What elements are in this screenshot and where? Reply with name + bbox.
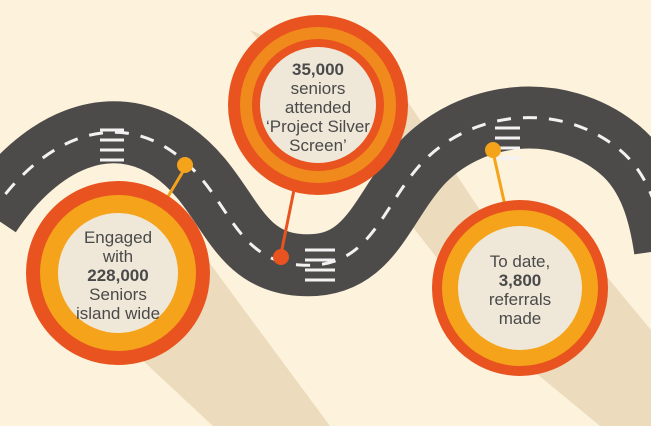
connectors [158, 142, 508, 265]
milestone-left-line-3: 228,000 [87, 266, 149, 285]
marker-top [273, 249, 289, 265]
milestone-right-line-2: 3,800 [498, 271, 542, 290]
winding-road [0, 86, 651, 297]
milestone-left-line-4: Seniors [89, 285, 147, 304]
marker-right [485, 142, 501, 158]
crosswalk-right [495, 126, 520, 160]
milestone-right-line-1: To date, [489, 252, 551, 271]
milestone-right-text: To date, 3,800 referrals made [465, 252, 575, 328]
milestone-top-line-4: ‘Project Silver [266, 117, 370, 136]
milestone-top-badge [228, 15, 408, 195]
milestone-left-text: Engaged with 228,000 Seniors island wide [58, 228, 178, 323]
milestone-left-line-1: Engaged [83, 228, 153, 247]
milestone-top-text: 35,000 seniors attended ‘Project Silver … [248, 60, 388, 155]
milestone-top-line-2: seniors [290, 79, 346, 98]
milestone-top-line-1: 35,000 [292, 60, 344, 79]
crosswalk-center [305, 248, 335, 282]
milestone-left-badge [26, 181, 210, 365]
crosswalk-left [100, 128, 124, 162]
connector-top [279, 179, 298, 255]
milestone-right-line-3: referrals [488, 290, 552, 309]
milestone-left-line-2: with [102, 247, 134, 266]
milestone-top-line-3: attended [284, 98, 352, 117]
milestone-right-line-4: made [498, 309, 542, 328]
milestone-right-badge [432, 200, 608, 376]
milestone-top-line-5: Screen’ [289, 136, 347, 155]
marker-left [177, 157, 193, 173]
connector-right [491, 151, 508, 211]
milestone-left-line-5: island wide [75, 304, 161, 323]
